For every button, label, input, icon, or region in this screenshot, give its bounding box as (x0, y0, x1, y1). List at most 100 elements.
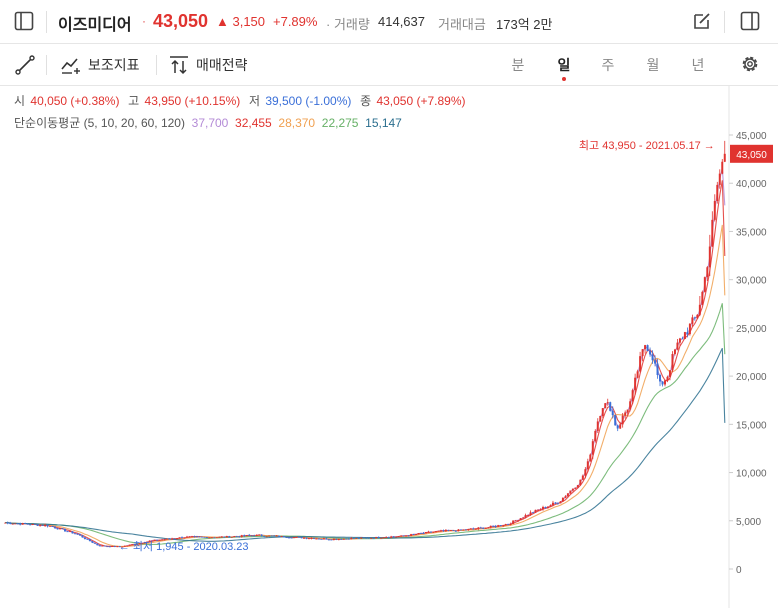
candle-body (668, 370, 671, 377)
active-period-dot (562, 77, 566, 81)
candle-body (591, 441, 594, 455)
candle-body (372, 538, 375, 539)
period-week-tab[interactable]: 주 (601, 57, 615, 73)
candle-body (233, 536, 236, 538)
candle-body (534, 509, 537, 513)
period-minute-tab[interactable]: 분 (511, 57, 525, 73)
candle-body (288, 537, 291, 539)
strategy-button[interactable]: 매매전략 (168, 54, 248, 76)
candle-body (559, 501, 562, 504)
close-label: 종 (360, 94, 372, 108)
candle-body (412, 534, 415, 535)
candle-body (586, 461, 589, 470)
price-change-pct: +7.89% (273, 14, 318, 29)
candle-body (83, 537, 86, 539)
candle-body (708, 246, 711, 268)
candle-body (161, 539, 164, 541)
side-panel-icon[interactable] (740, 11, 760, 31)
candle-body (377, 536, 380, 539)
candle-body (183, 537, 186, 539)
candle-body (200, 536, 203, 538)
candle-body (614, 415, 617, 426)
candle-body (49, 525, 52, 527)
candle-body (681, 338, 684, 340)
candle-body (290, 537, 293, 539)
candle-body (188, 536, 191, 538)
candle-body (701, 291, 704, 305)
y-tick-label: 45,000 (736, 131, 767, 142)
candle-body (693, 317, 696, 319)
candle-body (218, 536, 221, 538)
indicator-button[interactable]: 보조지표 (60, 54, 140, 76)
candle-body (432, 531, 435, 533)
candle-body (716, 184, 719, 202)
candle-body (126, 545, 129, 547)
panel-toggle-icon[interactable] (14, 11, 34, 31)
candle-body (447, 530, 450, 531)
period-month-tab[interactable]: 월 (646, 57, 660, 73)
draw-tool-button[interactable] (14, 54, 36, 76)
candle-body (686, 332, 689, 335)
candle-body (250, 535, 253, 537)
candle-body (711, 219, 714, 247)
settings-gear-icon[interactable] (740, 54, 760, 74)
candle-body (315, 538, 318, 540)
candle-body (185, 536, 188, 538)
candle-body (228, 536, 231, 538)
period-year-tab[interactable]: 년 (691, 57, 705, 73)
candle-body (444, 530, 447, 532)
candle-body (644, 345, 647, 350)
bullet: · (142, 14, 146, 28)
candle-body (96, 543, 99, 546)
ma60-line (5, 303, 726, 546)
candle-body (342, 538, 345, 540)
y-tick-label: 20,000 (736, 372, 767, 383)
candle-body (205, 537, 208, 538)
candle-body (410, 534, 413, 536)
candle-body (502, 525, 505, 527)
candle-body (208, 537, 211, 539)
candle-body (245, 535, 248, 537)
candle-body (589, 454, 592, 462)
candle-body (646, 345, 649, 351)
candle-body (606, 402, 609, 404)
line-draw-icon (15, 55, 35, 75)
last-price-badge (730, 144, 773, 163)
candle-body (542, 507, 545, 510)
candle-body (265, 536, 268, 538)
candle-body (317, 538, 320, 540)
period-day-tab[interactable]: 일 (557, 57, 571, 73)
candle-body (636, 371, 639, 378)
candle-body (93, 542, 96, 544)
candle-body (210, 537, 213, 539)
candle-body (723, 153, 726, 162)
candle-body (220, 536, 223, 538)
y-tick-label: 10,000 (736, 469, 767, 480)
candle-body (141, 542, 144, 544)
candle-body (248, 535, 251, 536)
candle-body (489, 525, 492, 528)
candle-body (457, 529, 460, 532)
candle-body (322, 538, 325, 540)
max-annotation-label: 최고 43,950 - 2021.05.17 → (579, 139, 715, 152)
candle-body (666, 376, 669, 381)
open-label: 시 (14, 94, 26, 108)
ma-legend: 단순이동평균 (5, 10, 20, 60, 120) 37,700 32,45… (14, 114, 402, 131)
candle-body (370, 538, 373, 539)
edit-icon[interactable] (692, 11, 712, 31)
candle-body (661, 381, 664, 385)
close-value: 43,050 (+7.89%) (376, 94, 466, 108)
candle-body (128, 544, 131, 546)
candle-body (539, 509, 542, 511)
candle-body (721, 161, 724, 174)
divider (46, 11, 47, 33)
candle-body (307, 538, 310, 540)
candle-body (312, 538, 315, 539)
candle-body (634, 377, 637, 391)
candle-body (579, 479, 582, 486)
candle-body (387, 537, 390, 539)
candle-body (61, 528, 64, 530)
candle-body (405, 535, 408, 537)
high-value: 43,950 (+10.15%) (144, 94, 241, 108)
candle-body (4, 522, 7, 524)
